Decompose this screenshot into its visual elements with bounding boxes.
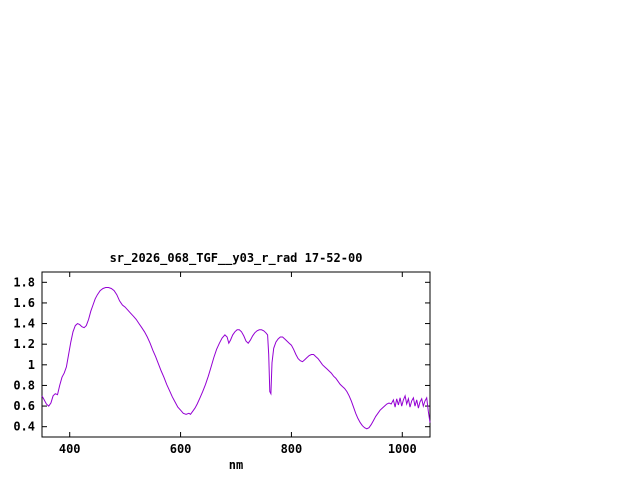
y-tick-label: 1 xyxy=(28,358,35,372)
y-tick-label: 1.2 xyxy=(13,337,35,351)
plot-border xyxy=(41,271,431,438)
x-tick-label: 400 xyxy=(59,442,81,456)
chart-title: sr_2026_068_TGF__y03_r_rad 17-52-00 xyxy=(110,251,363,266)
y-tick-label: 1.4 xyxy=(13,317,35,331)
y-tick-label: 0.4 xyxy=(13,420,35,434)
spectrum-line xyxy=(41,287,431,430)
x-tick-label: 800 xyxy=(281,442,303,456)
x-tick-label: 600 xyxy=(170,442,192,456)
y-tick-label: 1.6 xyxy=(13,296,35,310)
y-tick-label: 1.8 xyxy=(13,275,35,289)
axis-tick-labels: 400 600 800 1000 0.4 0.6 0.8 1 1.2 1.4 1.6 1.8 xyxy=(13,275,416,456)
y-tick-label: 0.6 xyxy=(13,399,35,413)
x-tick-label: 1000 xyxy=(388,442,417,456)
axis-ticks xyxy=(42,272,430,437)
y-tick-label: 0.8 xyxy=(13,378,35,392)
x-axis-label: nm xyxy=(229,458,243,472)
